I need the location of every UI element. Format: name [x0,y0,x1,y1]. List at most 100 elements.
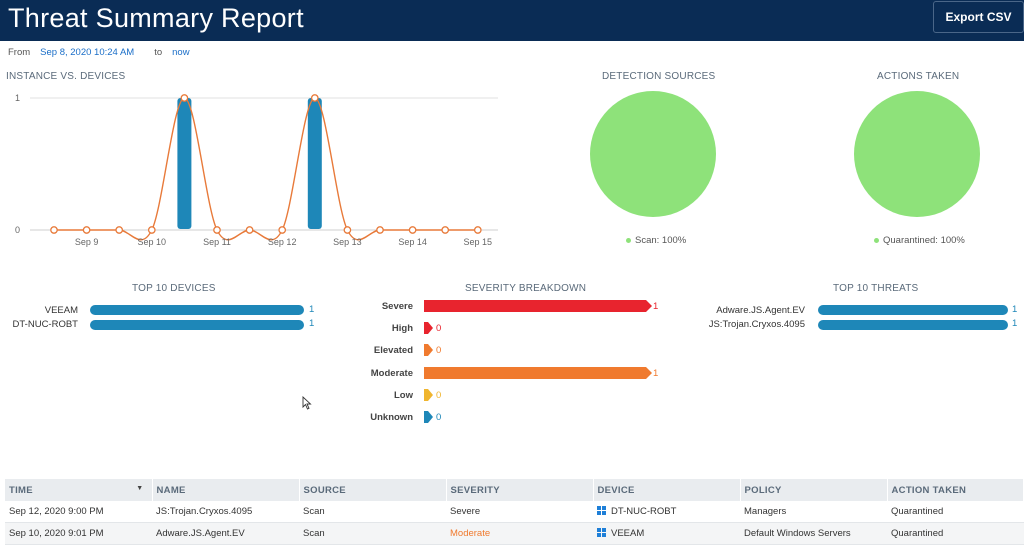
column-header-name[interactable]: NAME [152,479,300,501]
top-devices-title: TOP 10 DEVICES [132,283,216,294]
instance-chart-title: INSTANCE VS. DEVICES [6,71,126,82]
x-tick-label: Sep 13 [333,237,362,247]
bar-sep-10[interactable] [177,98,192,229]
severity-label-elevated: Elevated [373,345,413,356]
cell-name-link[interactable]: Adware.JS.Agent.EV [152,522,299,545]
detection-sources-legend: Scan: 100% [626,235,686,246]
data-point[interactable] [376,226,384,234]
threat-label-trojan: JS:Trojan.Cryxos.4095 [708,319,805,330]
severity-value-low: 0 [436,390,442,401]
windows-icon [597,527,606,537]
severity-value-severe: 1 [653,301,659,312]
threat-bar-trojan[interactable] [818,320,1008,330]
x-tick-label: Sep 10 [138,237,167,247]
cell-source: Scan [299,522,446,545]
app-header: Threat Summary Report [0,0,1024,41]
data-point[interactable] [50,226,58,234]
severity-label-low: Low [394,390,413,401]
severity-label-moderate: Moderate [370,368,413,379]
severity-value-moderate: 1 [653,368,659,379]
device-label-veeam: VEEAM [44,305,78,316]
column-header-device[interactable]: DEVICE [593,479,741,501]
threat-label-adware: Adware.JS.Agent.EV [716,305,805,316]
from-label: From [8,47,31,58]
severity-bar-moderate[interactable] [424,367,652,379]
column-header-action[interactable]: ACTION TAKEN [887,479,1024,501]
cell-policy: Default Windows Servers [740,522,887,545]
cell-device[interactable]: DT-NUC-ROBT [593,501,740,523]
pie-slice-scan [590,91,716,217]
to-label: to [154,47,163,58]
from-date-link[interactable]: Sep 8, 2020 10:24 AM [40,47,135,58]
severity-label-unknown: Unknown [370,412,413,423]
actions-taken-legend: Quarantined: 100% [874,235,965,246]
y-tick-0: 0 [15,225,20,235]
severity-bar-low[interactable] [424,389,433,401]
legend-scan-label: Scan: 100% [635,235,687,246]
severity-bar-elevated[interactable] [424,344,433,356]
x-tick-label: Sep 15 [464,237,493,247]
cell-device-link[interactable]: VEEAM [611,527,645,539]
severity-bar-high[interactable] [424,322,433,334]
sort-desc-icon[interactable]: ▼ [136,484,144,492]
detection-sources-title: DETECTION SOURCES [602,71,716,82]
data-point[interactable] [441,226,450,234]
data-point[interactable] [473,226,482,234]
cell-name-link[interactable]: JS:Trojan.Cryxos.4095 [152,501,299,523]
severity-value-unknown: 0 [436,412,442,423]
x-tick-label: Sep 12 [268,237,297,247]
device-bar-dt-nuc-robt[interactable] [90,320,304,330]
cell-severity: Moderate [446,522,593,545]
top-threats-title: TOP 10 THREATS [833,283,919,294]
device-bar-veeam[interactable] [90,305,304,315]
y-tick-1: 1 [15,93,20,103]
actions-taken-pie [854,91,980,217]
actions-taken-title: ACTIONS TAKEN [877,71,960,82]
data-point[interactable] [82,226,91,234]
column-header-policy[interactable]: POLICY [740,479,888,501]
severity-bars [424,300,652,423]
severity-value-elevated: 0 [436,345,442,356]
to-date-link[interactable]: now [172,47,190,58]
cell-device[interactable]: VEEAM [593,522,740,545]
page-title: Threat Summary Report [8,3,304,33]
threat-value-adware: 1 [1012,304,1018,315]
column-header-time[interactable]: TIME ▼ [5,479,153,501]
data-point[interactable] [310,94,319,102]
cell-action: Quarantined [887,501,1024,523]
data-point[interactable] [147,226,156,234]
date-range: From Sep 8, 2020 10:24 AM to now [8,47,190,58]
cell-time: Sep 10, 2020 9:01 PM [5,522,152,545]
threat-bar-adware[interactable] [818,305,1008,315]
data-point[interactable] [278,226,287,234]
x-tick-label: Sep 14 [398,237,427,247]
severity-title: SEVERITY BREAKDOWN [465,283,587,294]
export-csv-button[interactable]: Export CSV [933,1,1024,33]
data-point[interactable] [115,226,124,234]
cell-source: Scan [299,501,446,523]
cell-time: Sep 12, 2020 9:00 PM [5,501,152,523]
cell-severity: Severe [446,501,593,523]
table-row[interactable]: Sep 12, 2020 9:00 PM JS:Trojan.Cryxos.40… [5,501,1024,523]
data-point[interactable] [343,226,352,234]
bar-sep-12[interactable] [307,98,322,229]
severity-bar-unknown[interactable] [424,411,433,423]
data-point[interactable] [245,226,254,234]
severity-bar-severe[interactable] [424,300,652,312]
windows-icon [597,506,606,515]
column-header-severity[interactable]: SEVERITY [446,479,594,501]
threats-table: TIME ▼ NAME SOURCE SEVERITY DEVICE POLICY… [5,479,1024,545]
data-point[interactable] [213,226,221,234]
cell-device-link[interactable]: DT-NUC-ROBT [611,506,677,517]
device-value-veeam: 1 [309,304,315,315]
series-line [54,97,478,241]
legend-dot [626,238,631,243]
device-label-dt-nuc-robt: DT-NUC-ROBT [12,319,78,330]
table-row[interactable]: Sep 10, 2020 9:01 PM Adware.JS.Agent.EV … [5,522,1024,545]
cell-policy: Managers [740,501,887,523]
column-header-source[interactable]: SOURCE [299,479,447,501]
column-header-time-label: TIME [9,484,33,496]
data-point[interactable] [408,226,417,234]
data-point[interactable] [180,94,189,102]
table-header-row: TIME ▼ NAME SOURCE SEVERITY DEVICE POLICY… [5,479,1024,501]
